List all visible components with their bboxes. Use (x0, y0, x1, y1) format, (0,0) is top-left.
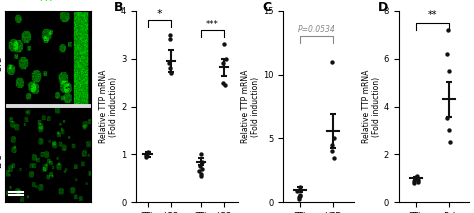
Text: C: C (262, 1, 271, 14)
Point (220, 43, 228, 46)
Y-axis label: Relative TTP mRNA
(Fold induction): Relative TTP mRNA (Fold induction) (241, 70, 260, 143)
Point (296, 194, 303, 198)
Text: **: ** (428, 10, 437, 20)
Point (295, 197, 303, 200)
Point (166, 33, 173, 36)
Point (412, 177, 419, 180)
Point (145, 150, 152, 154)
Point (167, 66, 174, 70)
Y-axis label: Relative TTP mRNA
(Fold induction): Relative TTP mRNA (Fold induction) (99, 70, 118, 143)
Point (330, 156, 338, 159)
Point (199, 167, 206, 170)
Point (414, 180, 421, 184)
Point (219, 62, 227, 65)
Point (166, 38, 174, 41)
Text: ***: *** (206, 20, 219, 29)
Text: *: * (156, 9, 162, 19)
Text: P=0.0534: P=0.0534 (298, 25, 336, 34)
Point (410, 181, 417, 185)
Point (296, 193, 304, 196)
Point (443, 52, 450, 55)
Point (142, 155, 150, 158)
Text: CTL: CTL (0, 57, 3, 72)
Point (446, 141, 454, 144)
Point (445, 69, 453, 72)
Point (414, 178, 421, 181)
Point (444, 28, 451, 32)
Point (197, 153, 204, 156)
Point (221, 83, 229, 87)
Point (143, 154, 150, 157)
Y-axis label: Relative TTP mRNA
(Fold induction): Relative TTP mRNA (Fold induction) (362, 70, 381, 143)
Point (328, 150, 336, 153)
Point (328, 143, 336, 147)
Text: D: D (378, 1, 388, 14)
Point (144, 153, 151, 156)
Point (412, 176, 419, 179)
Point (445, 129, 453, 132)
Text: TTP: TTP (39, 0, 57, 3)
Point (328, 60, 336, 63)
Point (413, 174, 420, 178)
Point (443, 117, 450, 120)
Point (167, 71, 175, 75)
Text: LPS: LPS (0, 153, 3, 168)
Point (296, 185, 303, 189)
Point (197, 174, 204, 178)
Point (165, 62, 173, 65)
Text: B: B (114, 1, 123, 14)
Point (198, 172, 205, 175)
Point (219, 81, 227, 84)
Point (143, 152, 151, 155)
Point (330, 137, 338, 140)
Point (293, 189, 301, 193)
Point (222, 57, 229, 60)
Point (198, 160, 205, 163)
Point (195, 170, 203, 173)
Point (196, 165, 203, 168)
Point (410, 179, 418, 183)
Point (296, 196, 303, 199)
